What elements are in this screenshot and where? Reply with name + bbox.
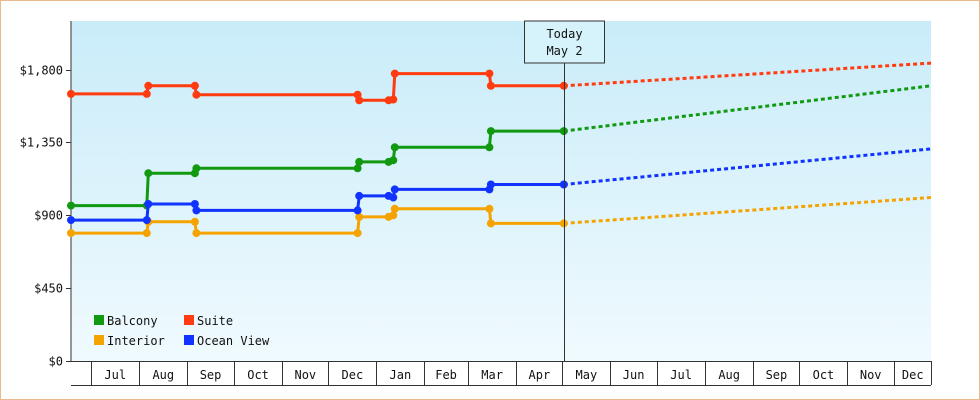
today-marker: Today May 2 (524, 20, 605, 361)
x-tick-label: Aug (152, 368, 174, 382)
x-tick-label: Sep (766, 368, 788, 382)
data-point-suite (485, 69, 494, 78)
series-forecast-interior (563, 196, 932, 225)
data-point-suite (559, 81, 568, 90)
series-layer (67, 61, 932, 238)
x-tick-label: Nov (860, 368, 882, 382)
legend-swatch-balcony (94, 315, 104, 325)
data-point-ocean-view (355, 191, 364, 200)
data-point-balcony (485, 143, 494, 152)
legend: Balcony Suite Interior Ocean View (94, 314, 270, 348)
data-point-ocean-view (192, 206, 201, 215)
data-point-ocean-view (390, 185, 399, 194)
x-tick-label: Jul (104, 368, 126, 382)
y-tick-label: $900 (34, 209, 63, 223)
data-point-interior (389, 211, 398, 220)
legend-swatch-ocean-view (184, 335, 194, 345)
series-forecast-suite (563, 61, 932, 88)
data-point-ocean-view (389, 193, 398, 202)
x-tick-label: May (576, 368, 598, 382)
data-point-ocean-view (67, 216, 75, 225)
x-tick-label: Jan (390, 368, 412, 382)
data-point-balcony (353, 164, 362, 173)
y-tick-label: $1,800 (20, 64, 63, 78)
data-point-balcony (355, 157, 364, 166)
legend-swatch-suite (184, 315, 194, 325)
x-tick-label: Aug (718, 368, 740, 382)
x-tick-label: Oct (813, 368, 835, 382)
x-tick-label: Dec (902, 368, 924, 382)
legend-swatch-interior (94, 335, 104, 345)
data-point-suite (355, 96, 364, 105)
data-point-ocean-view (144, 200, 153, 208)
today-date: May 2 (546, 44, 582, 58)
legend-label-ocean-view: Ocean View (197, 334, 270, 348)
data-point-interior (142, 229, 151, 238)
x-axis: Jul Aug Sep Oct Nov Dec Jan Feb Mar Apr May Jun Jul A… (71, 361, 932, 386)
data-point-suite (144, 81, 153, 90)
x-tick-label: Oct (247, 368, 269, 382)
data-point-suite (67, 89, 75, 98)
x-tick-label: Mar (481, 368, 503, 382)
data-point-interior (190, 217, 199, 226)
data-point-ocean-view (142, 216, 151, 225)
series-forecast-ocean-view (563, 147, 932, 186)
data-point-interior (390, 204, 399, 213)
data-point-balcony (67, 201, 75, 210)
data-point-interior (67, 229, 75, 238)
data-point-balcony (559, 127, 568, 136)
data-point-ocean-view (486, 180, 495, 189)
data-point-interior (192, 229, 201, 238)
x-tick-label: Nov (294, 368, 316, 382)
x-tick-label: Sep (200, 368, 222, 382)
data-point-suite (192, 90, 201, 99)
data-point-interior (559, 219, 568, 228)
data-point-ocean-view (190, 200, 199, 208)
data-point-ocean-view (353, 206, 362, 215)
x-tick-label: Jul (670, 368, 692, 382)
legend-label-suite: Suite (197, 314, 233, 328)
data-point-suite (389, 95, 398, 104)
plot-area (71, 21, 931, 361)
data-point-ocean-view (559, 180, 568, 189)
x-tick-label: Apr (529, 368, 551, 382)
legend-label-interior: Interior (107, 334, 165, 348)
y-tick-label: $450 (34, 282, 63, 296)
data-point-interior (486, 219, 495, 228)
data-point-balcony (389, 156, 398, 165)
x-tick-label: Dec (342, 368, 364, 382)
data-point-balcony (486, 127, 495, 136)
legend-label-balcony: Balcony (107, 314, 158, 328)
today-box (524, 20, 605, 64)
data-point-interior (353, 229, 362, 238)
x-tick-label: Jun (623, 368, 645, 382)
data-point-balcony (390, 143, 399, 152)
data-point-interior (485, 204, 494, 213)
x-tick-label: Feb (435, 368, 457, 382)
data-point-suite (142, 89, 151, 98)
series-forecast-balcony (563, 84, 932, 133)
y-tick-label: $1,350 (20, 136, 63, 150)
y-axis: $0 $450 $900 $1,350 $1,800 (20, 21, 72, 369)
data-point-suite (486, 81, 495, 90)
data-point-suite (390, 69, 399, 78)
data-point-balcony (192, 164, 201, 173)
data-point-interior (355, 212, 364, 221)
data-point-balcony (144, 169, 153, 178)
y-tick-label: $0 (49, 355, 63, 369)
data-point-suite (190, 81, 199, 90)
today-label: Today (546, 27, 582, 41)
